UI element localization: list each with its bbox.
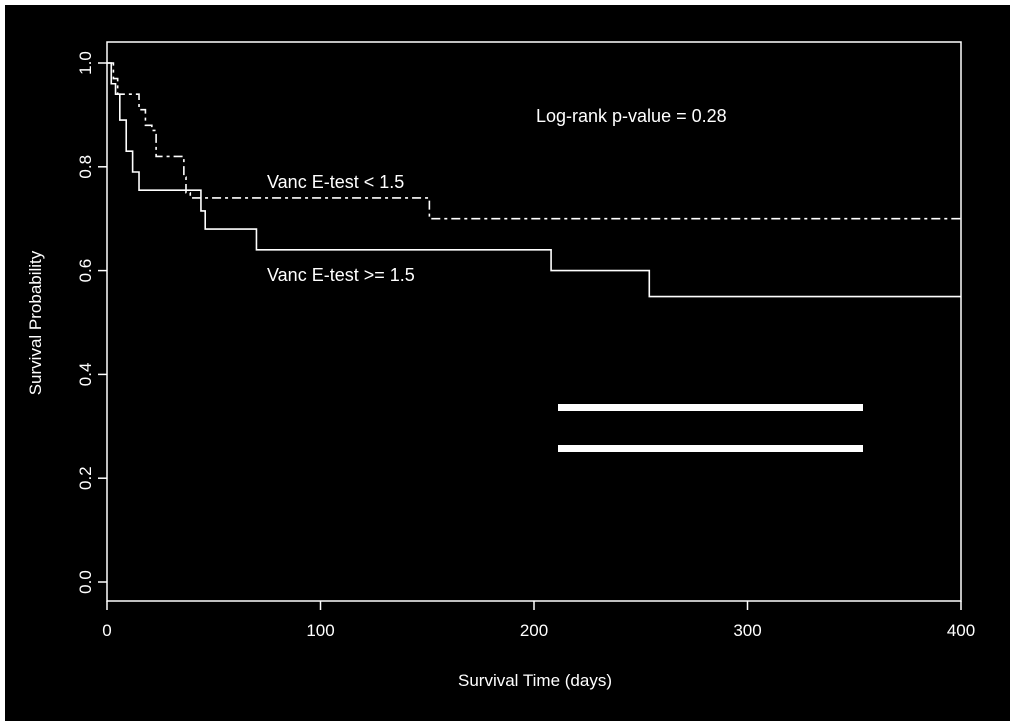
x-axis-label: Survival Time (days) [458,671,612,690]
survival-chart: 0 100 200 300 400 0.0 0.2 0.4 0.6 0.8 1.0 Survival… [26,41,975,690]
series-label-high: Vanc E-test >= 1.5 [267,265,415,285]
curves [107,62,961,298]
x-tick-label: 0 [102,621,111,640]
pvalue-box: Log-rank p-value = 0.28 [558,404,863,452]
pvalue-box-text: Log-rank p-value = 0.28 [615,419,806,439]
y-tick-label: 0.0 [76,570,95,594]
y-tick-label: 0.4 [76,363,95,387]
x-tick-label: 100 [306,621,334,640]
pvalue-annotation: Log-rank p-value = 0.28 [536,106,727,126]
y-axis-label: Survival Probability [26,250,45,395]
pvalue-box-fill [558,411,863,445]
plot-box [106,41,962,602]
y-tick-label: 0.2 [76,466,95,490]
x-tick-label: 300 [733,621,761,640]
chart-panel: 0 100 200 300 400 0.0 0.2 0.4 0.6 0.8 1.0 Survival… [5,5,1010,721]
series-line-2 [107,62,961,220]
x-tick-label: 400 [947,621,975,640]
y-tick-label: 0.6 [76,259,95,283]
y-tick-label: 1.0 [76,51,95,75]
y-tick-label: 0.8 [76,155,95,179]
x-tick-label: 200 [520,621,548,640]
series-line-1 [107,62,961,298]
axes: 0 100 200 300 400 0.0 0.2 0.4 0.6 0.8 1.0 [76,51,975,640]
series-label-low: Vanc E-test < 1.5 [267,172,404,192]
